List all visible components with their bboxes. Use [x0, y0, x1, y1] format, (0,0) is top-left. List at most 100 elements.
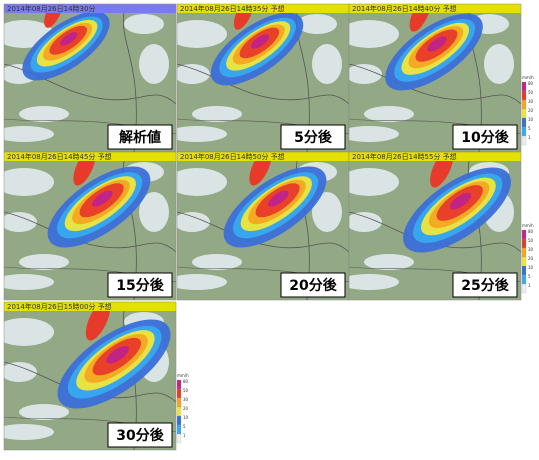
- light-rain: [4, 362, 37, 382]
- colorbar-label: 50: [528, 238, 534, 243]
- colorbar-label: 1: [183, 433, 186, 438]
- radar-panel: 2014年08月26日15時00分 予想 30分後: [4, 302, 176, 450]
- light-rain: [139, 44, 169, 84]
- panel-label: 15分後: [116, 277, 164, 294]
- colorbar-swatch: [176, 433, 182, 444]
- radar-panel: 2014年08月26日14時55分 予想 25分後: [349, 152, 521, 300]
- panel-label: 5分後: [294, 129, 333, 146]
- light-rain: [177, 274, 227, 290]
- colorbar-label: 1: [528, 135, 531, 140]
- storm: [210, 4, 304, 86]
- panel-header: 2014年08月26日14時45分 予想: [7, 152, 112, 161]
- panel-frame: [3, 151, 177, 301]
- label-box: [452, 272, 518, 298]
- colorbar-swatch: [521, 256, 527, 267]
- colorbar-unit: mm/h: [522, 223, 534, 228]
- label-box: [280, 124, 346, 150]
- colorbar-swatch: [521, 90, 527, 101]
- label-box: [452, 124, 518, 150]
- colorbar-label: 1: [528, 283, 531, 288]
- header-bar: [349, 152, 521, 161]
- light-rain: [349, 64, 382, 84]
- colorbar-swatch: [176, 415, 182, 426]
- label-box: [107, 422, 173, 448]
- radar-panel: 2014年08月26日14時35分 予想 5分後: [177, 4, 349, 152]
- light-rain: [4, 424, 54, 440]
- light-rain: [4, 168, 54, 196]
- light-rain: [177, 64, 210, 84]
- light-rain: [364, 106, 414, 122]
- header-bar: [4, 4, 176, 13]
- radar-panel: 2014年08月26日14時45分 予想 15分後: [4, 152, 176, 300]
- panel-label: 30分後: [116, 427, 164, 444]
- storm-band: [250, 34, 270, 49]
- colorbar-label: 5: [528, 274, 531, 279]
- colorbar-label: 80: [528, 81, 534, 86]
- header-bar: [4, 152, 176, 161]
- colorbar-swatch: [176, 397, 182, 408]
- panel-frame: [348, 151, 522, 301]
- light-rain: [349, 126, 399, 142]
- light-rain: [19, 404, 69, 420]
- colorbar-swatch: [521, 135, 527, 146]
- colorbar-label: 50: [528, 90, 534, 95]
- colorbar-swatch: [176, 388, 182, 399]
- storm-band: [427, 36, 447, 52]
- storm-band: [92, 190, 113, 207]
- colorbar-swatch: [521, 283, 527, 294]
- storm-band: [106, 345, 129, 364]
- light-rain: [177, 126, 227, 142]
- light-rain: [19, 254, 69, 270]
- colorbar-swatch: [521, 265, 527, 276]
- colorbar-swatch: [521, 229, 527, 240]
- light-rain: [177, 168, 227, 196]
- panel-header: 2014年08月26日14時40分 予想: [352, 4, 457, 13]
- colorbar-label: 20: [528, 108, 534, 113]
- light-rain: [484, 44, 514, 84]
- panel-header: 2014年08月26日14時35分 予想: [180, 4, 285, 13]
- panel-header: 2014年08月26日14時30分: [7, 4, 95, 13]
- colorbar-swatch: [521, 238, 527, 249]
- colorbar-label: 30: [528, 99, 534, 104]
- light-rain: [312, 44, 342, 84]
- light-rain: [349, 20, 399, 48]
- colorbar-label: 10: [183, 415, 189, 420]
- colorbar-swatch: [521, 247, 527, 258]
- storm: [47, 152, 151, 248]
- border: [349, 63, 521, 105]
- colorbar-label: 5: [528, 126, 531, 131]
- colorbar-label: 50: [183, 388, 189, 393]
- panel-header: 2014年08月26日14時50分 予想: [180, 152, 285, 161]
- label-box: [107, 124, 173, 150]
- light-rain: [4, 126, 54, 142]
- colorbar-swatch: [176, 406, 182, 417]
- light-rain: [297, 14, 337, 34]
- light-rain: [349, 168, 399, 196]
- light-rain: [177, 212, 210, 232]
- header-bar: [4, 302, 176, 311]
- light-rain: [124, 14, 164, 34]
- colorbar-swatch: [521, 99, 527, 110]
- radar-panel: 2014年08月26日14時40分 予想 10分後: [349, 4, 521, 152]
- storm: [385, 4, 483, 91]
- colorbar-swatch: [521, 126, 527, 137]
- light-rain: [312, 192, 342, 232]
- border: [122, 12, 137, 152]
- light-rain: [19, 106, 69, 122]
- colorbar-label: 80: [183, 379, 189, 384]
- header-bar: [177, 152, 349, 161]
- panel-frame: [3, 301, 177, 451]
- border: [177, 63, 349, 105]
- border: [4, 211, 176, 253]
- panel-label: 25分後: [461, 277, 509, 294]
- colorbar-swatch: [521, 117, 527, 128]
- panel-label: 解析値: [119, 129, 161, 146]
- light-rain: [4, 274, 54, 290]
- colorbar-swatch: [521, 108, 527, 119]
- storm-band: [449, 192, 472, 210]
- colorbar-unit: mm/h: [522, 75, 534, 80]
- light-rain: [192, 254, 242, 270]
